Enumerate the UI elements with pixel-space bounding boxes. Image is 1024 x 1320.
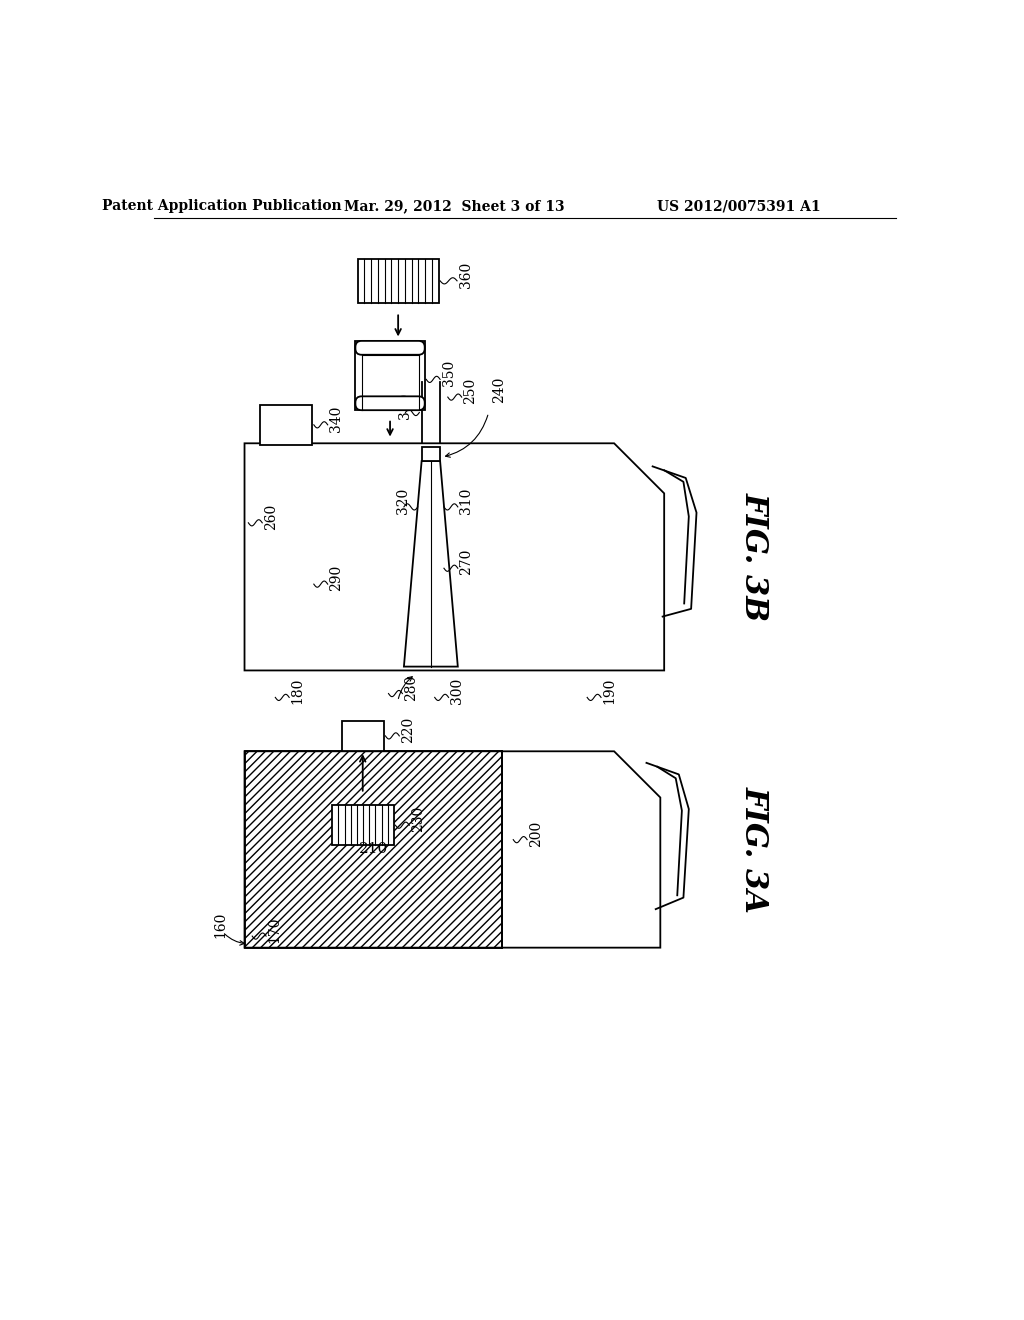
Bar [355, 341, 425, 411]
Text: 230: 230 [411, 807, 425, 832]
FancyBboxPatch shape [355, 396, 425, 411]
Text: 300: 300 [451, 678, 464, 705]
Text: 240: 240 [493, 376, 507, 403]
Text: Patent Application Publication: Patent Application Publication [101, 199, 341, 213]
Text: 280: 280 [403, 675, 418, 701]
Text: 210: 210 [358, 842, 388, 857]
Bar [260, 405, 312, 445]
Text: 350: 350 [441, 360, 456, 387]
Text: 320: 320 [396, 487, 411, 513]
Polygon shape [403, 461, 458, 667]
Text: 260: 260 [264, 503, 278, 529]
Text: Mar. 29, 2012  Sheet 3 of 13: Mar. 29, 2012 Sheet 3 of 13 [344, 199, 564, 213]
Text: US 2012/0075391 A1: US 2012/0075391 A1 [657, 199, 820, 213]
Text: 220: 220 [400, 717, 415, 743]
Text: 330: 330 [397, 393, 412, 420]
Text: 200: 200 [528, 820, 543, 846]
Bar [342, 721, 384, 751]
Text: 270: 270 [460, 549, 473, 576]
FancyBboxPatch shape [355, 341, 425, 355]
Text: 310: 310 [460, 487, 473, 513]
Text: 360: 360 [459, 261, 473, 288]
Text: FIG. 3B: FIG. 3B [738, 492, 770, 622]
Bar [357, 259, 438, 304]
Polygon shape [245, 751, 660, 948]
Text: 290: 290 [330, 565, 343, 591]
Text: 190: 190 [602, 678, 616, 705]
Text: 170: 170 [267, 916, 282, 944]
Text: 160: 160 [214, 911, 227, 937]
Bar [422, 447, 440, 461]
Polygon shape [245, 444, 665, 671]
Text: 340: 340 [330, 405, 343, 432]
Text: 180: 180 [291, 678, 305, 705]
Text: 250: 250 [463, 378, 477, 404]
Text: FIG. 3A: FIG. 3A [738, 785, 770, 913]
Bar [333, 805, 394, 845]
Bar [245, 751, 502, 948]
